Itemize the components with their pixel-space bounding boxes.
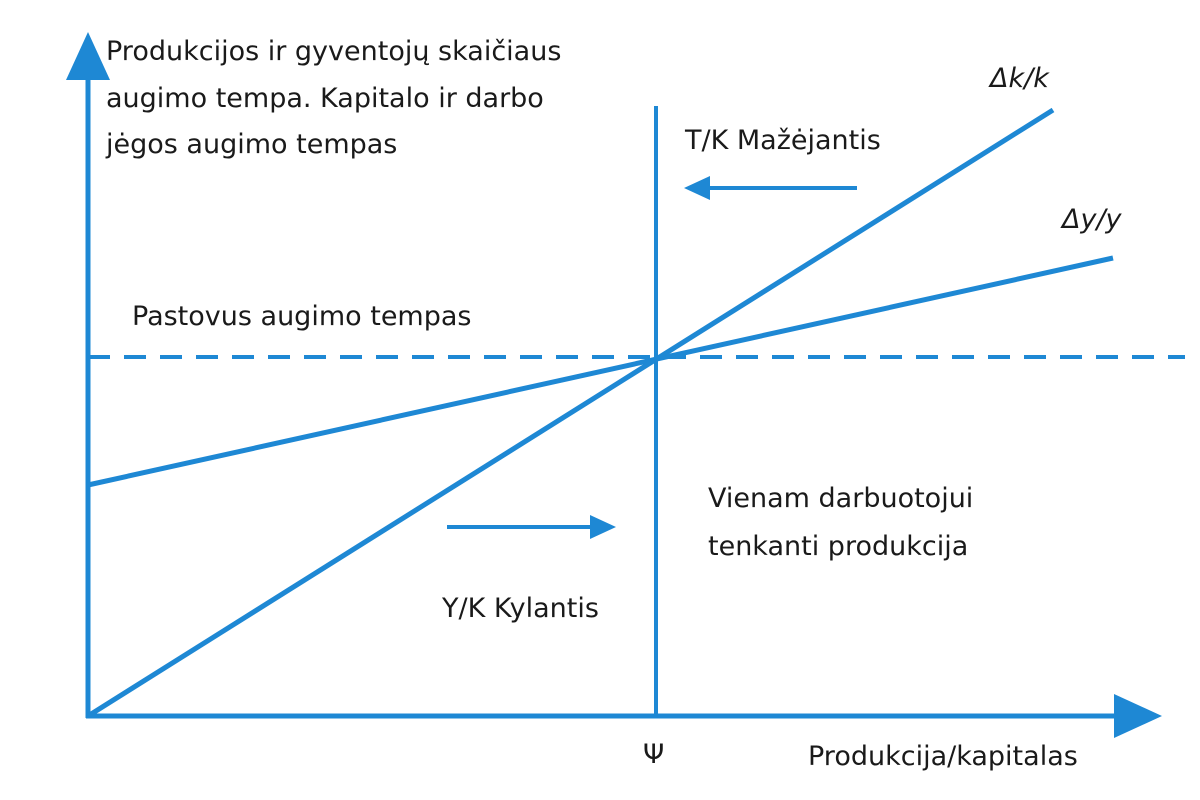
y-axis-label-line-3: jėgos augimo tempas — [106, 129, 398, 160]
right-arrow-icon — [590, 515, 616, 539]
y-axis-arrowhead — [66, 32, 110, 80]
output-per-worker-label-line-2: tenkanti produkcija — [708, 531, 969, 562]
output-per-worker-label-line-1: Vienam darbuotojui — [708, 483, 974, 514]
output-growth-curve-label: Δy/y — [1062, 204, 1122, 235]
x-axis-label: Produkcija/kapitalas — [808, 741, 1078, 772]
capital-growth-curve-label: Δk/k — [990, 63, 1049, 94]
steady-growth-label: Pastovus augimo tempas — [132, 301, 472, 332]
left-arrow-icon — [684, 176, 710, 200]
right-region-label: T/K Mažėjantis — [685, 125, 881, 156]
capital-growth-line — [86, 107, 1055, 719]
output-growth-line — [87, 255, 1114, 488]
left-region-label: Y/K Kylantis — [442, 593, 599, 624]
equilibrium-tick-label: Ψ — [643, 739, 665, 770]
y-axis-label-line-2: augimo tempa. Kapitalo ir darbo — [106, 83, 544, 114]
x-axis-arrowhead — [1114, 694, 1162, 738]
y-axis-label-line-1: Produkcijos ir gyventojų skaičiaus — [106, 36, 562, 67]
